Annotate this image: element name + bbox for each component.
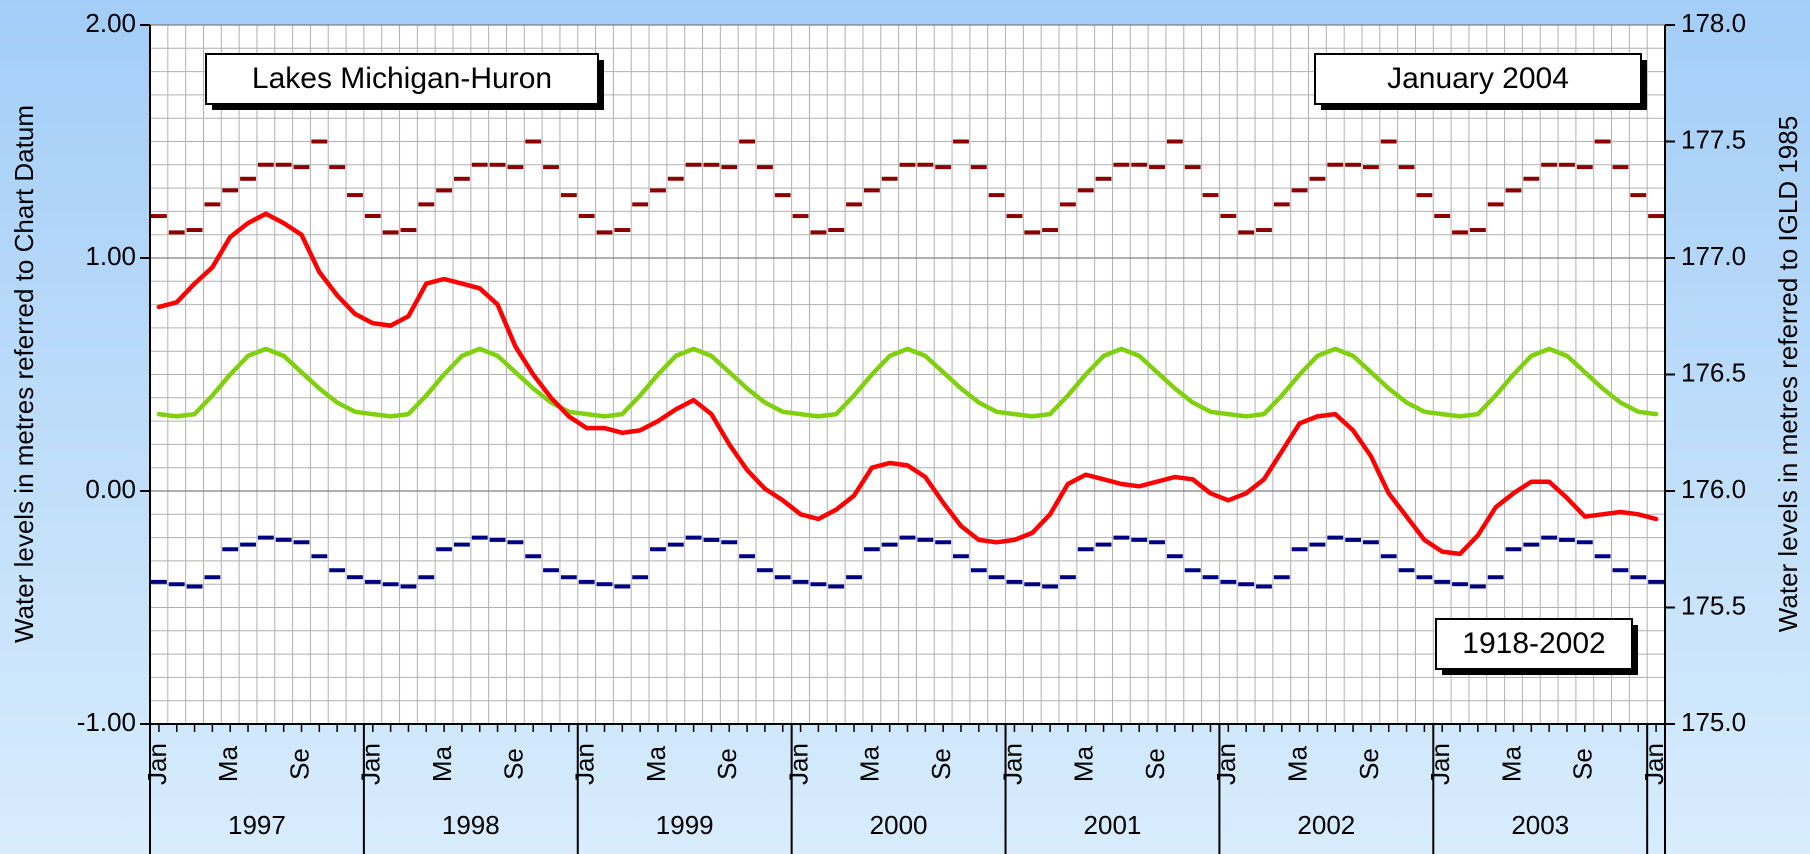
y2-tick-label: 175.5: [1681, 590, 1746, 620]
x-tick-label: Jan: [997, 743, 1027, 785]
x-tick-label: Ma: [1496, 745, 1526, 782]
y2-tick-label: 176.0: [1681, 474, 1746, 504]
axes: [140, 24, 1675, 854]
x-tick-label: Se: [498, 748, 528, 780]
x-tick-label: Se: [284, 748, 314, 780]
x-tick-label: Jan: [356, 743, 386, 785]
x-tick-label: Ma: [641, 745, 671, 782]
y2-tick-label: 177.0: [1681, 241, 1746, 271]
x-tick-label: Ma: [855, 745, 885, 782]
year-label: 2001: [1084, 810, 1142, 840]
x-tick-label: Ma: [427, 745, 457, 782]
annotation: 1918-2002: [1462, 627, 1605, 660]
annotation-box: 1918-2002: [1435, 618, 1638, 675]
x-tick-label: Ma: [213, 745, 243, 782]
year-label: 2003: [1511, 810, 1569, 840]
y-tick-label: 1.00: [85, 241, 136, 271]
x-tick-label: Se: [1568, 748, 1598, 780]
annotation-box: January 2004: [1314, 53, 1647, 110]
series-line: [156, 211, 1659, 557]
x-tick-label: Se: [926, 748, 956, 780]
annotation: January 2004: [1387, 62, 1569, 95]
annotation-box: Lakes Michigan-Huron: [205, 53, 604, 110]
y2-tick-label: 175.0: [1681, 707, 1746, 737]
y2-axis-title: Water levels in metres referred to IGLD …: [1773, 116, 1803, 632]
year-label: 1998: [442, 810, 500, 840]
year-label: 2002: [1297, 810, 1355, 840]
x-tick-label: Ma: [1069, 745, 1099, 782]
x-tick-label: Jan: [1425, 743, 1455, 785]
y2-tick-label: 178.0: [1681, 8, 1746, 38]
x-tick-label: Ma: [1282, 745, 1312, 782]
y-tick-label: 2.00: [85, 8, 136, 38]
annotation: Lakes Michigan-Huron: [252, 62, 552, 95]
y-tick-label: 0.00: [85, 474, 136, 504]
year-label: 1999: [656, 810, 714, 840]
year-label: 2000: [870, 810, 928, 840]
y2-tick-label: 177.5: [1681, 124, 1746, 154]
y2-tick-label: 176.5: [1681, 357, 1746, 387]
x-tick-label: Jan: [783, 743, 813, 785]
x-tick-label: Se: [1354, 748, 1384, 780]
series-line: [156, 346, 1659, 419]
x-tick-label: Jan: [142, 743, 172, 785]
year-label: 1997: [228, 810, 286, 840]
y-axis-title: Water levels in metres referred to Chart…: [9, 105, 39, 643]
x-tick-label: Jan: [570, 743, 600, 785]
grid: [150, 24, 1665, 725]
x-tick-label: Se: [1140, 748, 1170, 780]
y-tick-label: -1.00: [77, 707, 136, 737]
x-tick-label: Se: [712, 748, 742, 780]
x-tick-label: Jan: [1639, 743, 1669, 785]
marks: [151, 139, 1664, 589]
labels: -1.00 0.00 1.00 2.00 175.0 175.5 176.0 176.5 177…: [77, 8, 1746, 840]
x-tick-label: Jan: [1211, 743, 1241, 785]
